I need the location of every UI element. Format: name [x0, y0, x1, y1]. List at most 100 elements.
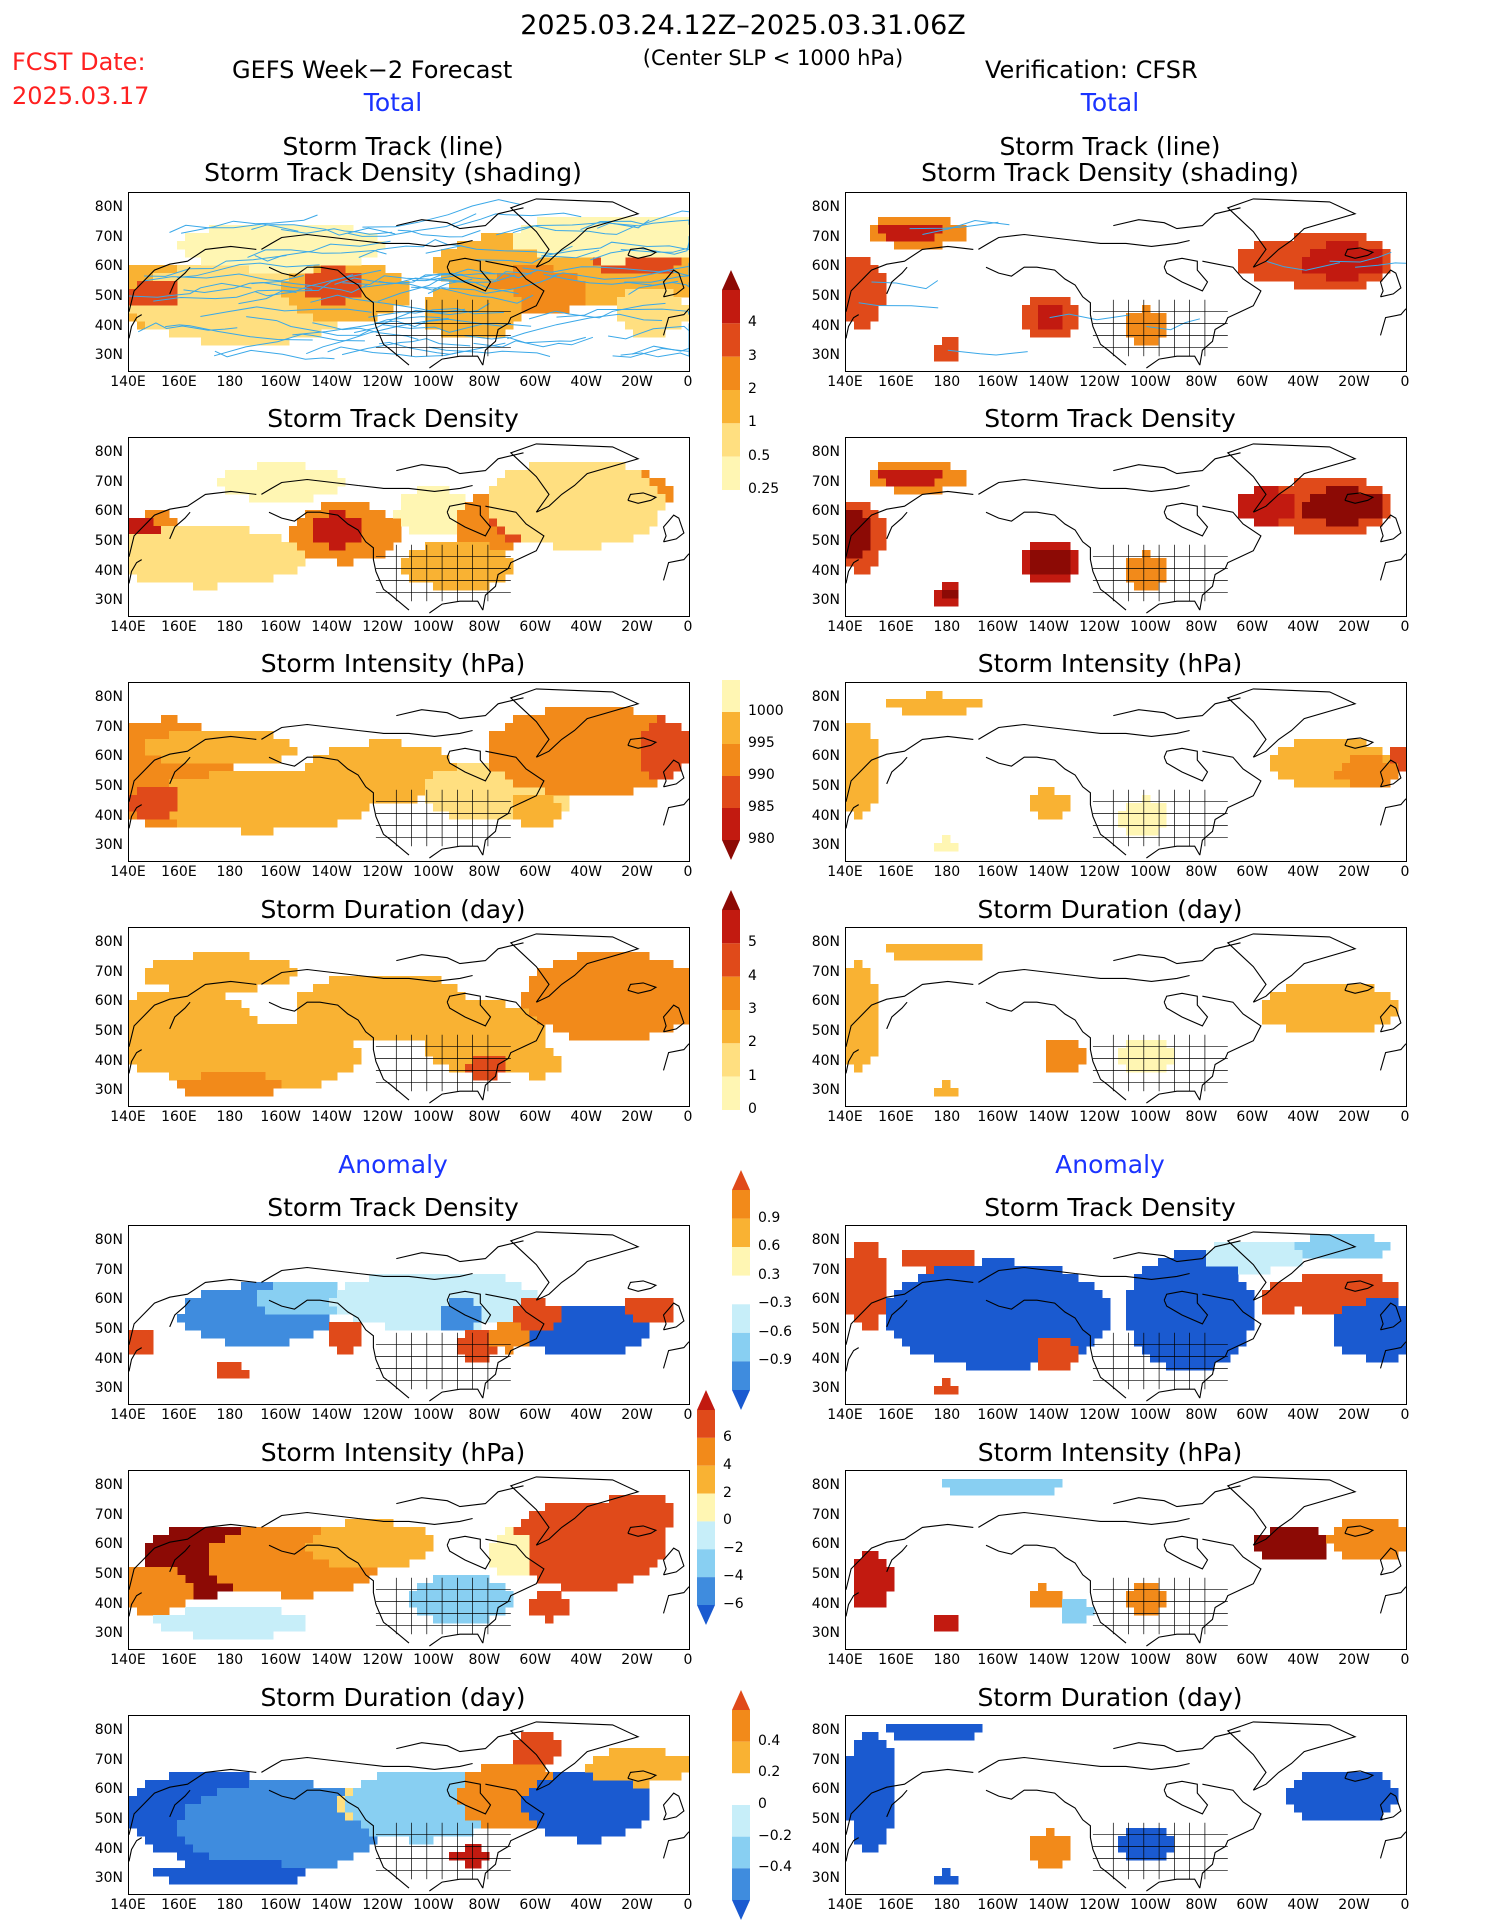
state-borders: [375, 1577, 511, 1635]
lat-tick-label: 40N: [94, 1840, 123, 1857]
left-total-label: Total: [363, 88, 423, 117]
lat-tick-label: 80N: [94, 933, 123, 950]
lat-tick-label: 40N: [94, 562, 123, 579]
shading-region: [217, 462, 346, 503]
title-R1a: Storm Track (line): [999, 132, 1221, 161]
lon-tick-label: 140W: [311, 1652, 352, 1668]
storm-track-lines: [858, 219, 1406, 356]
shading-region: [886, 944, 983, 961]
state-borders: [1092, 1034, 1228, 1092]
lon-tick-label: 140W: [311, 1407, 352, 1423]
lat-tick-label: 60N: [811, 1536, 840, 1553]
lon-tick-label: 180: [216, 864, 244, 880]
lon-tick-label: 160W: [977, 1652, 1019, 1668]
shading-region: [177, 1780, 386, 1869]
shading-region: [1286, 1772, 1399, 1821]
lat-tick-label: 60N: [811, 748, 840, 765]
lat-tick-label: 40N: [811, 1350, 840, 1367]
lon-tick-label: 140E: [827, 864, 863, 880]
lon-tick-label: 80W: [1185, 1652, 1218, 1668]
shading-region: [513, 795, 562, 828]
shading-region: [217, 1362, 250, 1379]
lon-tick-label: 40W: [1287, 864, 1320, 880]
map-panel-R6: [845, 1470, 1407, 1650]
lat-tick-label: 80N: [811, 1721, 840, 1738]
colorbar-label: 980: [748, 831, 775, 847]
shading-region: [145, 952, 298, 993]
lon-tick-label: 40W: [570, 1407, 603, 1423]
colorbar-label: 0.5: [748, 447, 771, 464]
right-column-title: Verification: CFSR: [985, 56, 1198, 84]
map-svg-R7: [846, 1721, 1406, 1892]
colorbar-label: 4: [723, 1456, 732, 1473]
lon-tick-label: 60W: [1236, 1109, 1269, 1125]
lat-tick-label: 70N: [94, 1506, 123, 1523]
shading-region: [153, 1016, 362, 1089]
shading-region: [846, 960, 879, 1073]
shading-region: [846, 723, 879, 820]
colorbar-label: 0.9: [758, 1209, 781, 1226]
title-R4: Storm Duration (day): [977, 895, 1243, 924]
lat-tick-label: 80N: [811, 688, 840, 705]
coastlines: [846, 933, 1406, 1104]
lon-tick-label: 80W: [1185, 864, 1218, 880]
lat-tick-label: 30N: [94, 1625, 123, 1642]
shading-region: [886, 691, 983, 716]
lon-tick-label: 80W: [1185, 619, 1218, 635]
shading-region: [1326, 1519, 1406, 1560]
map-svg-L6: [129, 1476, 689, 1647]
shading-region: [1062, 1599, 1095, 1624]
lon-tick-label: 20W: [1338, 1652, 1370, 1668]
lat-tick-label: 60N: [94, 503, 123, 520]
map-svg-L1: [129, 198, 689, 369]
colorbar-label: 0: [758, 1796, 767, 1812]
lon-tick-label: 0: [683, 1109, 693, 1125]
shading-region: [934, 337, 959, 362]
lon-tick-label: 120W: [1079, 619, 1120, 635]
lon-tick-label: 140E: [110, 1109, 146, 1125]
title-R1b: Storm Track Density (shading): [921, 158, 1299, 187]
shading-region: [846, 1242, 887, 1331]
shading-region: [521, 1772, 650, 1845]
lat-tick-label: 60N: [811, 1291, 840, 1308]
colorbar-label: 3: [748, 347, 757, 364]
lon-tick-label: 60W: [519, 1109, 552, 1125]
map-panel-L4: [128, 927, 690, 1107]
lon-tick-label: 20W: [1338, 1897, 1370, 1913]
shading-region: [942, 590, 959, 599]
map-svg-L2: [129, 443, 689, 614]
lon-tick-label: 120W: [362, 1897, 403, 1913]
lon-tick-label: 100W: [1130, 864, 1171, 880]
lat-tick-label: 30N: [94, 347, 123, 364]
map-panel-L2: [128, 437, 690, 617]
shading-region: [934, 1080, 959, 1097]
right-total-label: Total: [1080, 88, 1140, 117]
lon-tick-label: 160W: [977, 374, 1019, 390]
shading-region: [489, 1527, 530, 1576]
slp-criterion: (Center SLP < 1000 hPa): [642, 46, 904, 70]
colorbar-label: 995: [748, 735, 775, 751]
lat-tick-label: 70N: [811, 1751, 840, 1768]
lon-tick-label: 80W: [1185, 1407, 1218, 1423]
shading-region: [1238, 241, 1295, 282]
lat-tick-label: 50N: [94, 1022, 123, 1039]
title-L4: Storm Duration (day): [260, 895, 526, 924]
lon-tick-label: 180: [933, 864, 961, 880]
lon-tick-label: 100W: [1130, 1897, 1171, 1913]
lon-tick-label: 80W: [468, 1897, 501, 1913]
state-borders: [375, 1332, 511, 1390]
lon-tick-label: 100W: [413, 1652, 454, 1668]
lon-tick-label: 180: [216, 374, 244, 390]
lon-tick-label: 160E: [161, 619, 197, 635]
lon-tick-label: 40W: [570, 1652, 603, 1668]
lat-tick-label: 70N: [811, 718, 840, 735]
left-column-title: GEFS Week−2 Forecast: [232, 56, 513, 84]
lon-tick-label: 160W: [260, 1897, 302, 1913]
right-anomaly-label: Anomaly: [1055, 1150, 1165, 1179]
lat-tick-label: 50N: [94, 1810, 123, 1827]
lon-tick-label: 60W: [1236, 619, 1269, 635]
colorbar-label: 985: [748, 799, 775, 815]
lon-tick-label: 180: [216, 619, 244, 635]
lon-tick-label: 160E: [878, 1652, 914, 1668]
map-panel-R1: [845, 192, 1407, 372]
